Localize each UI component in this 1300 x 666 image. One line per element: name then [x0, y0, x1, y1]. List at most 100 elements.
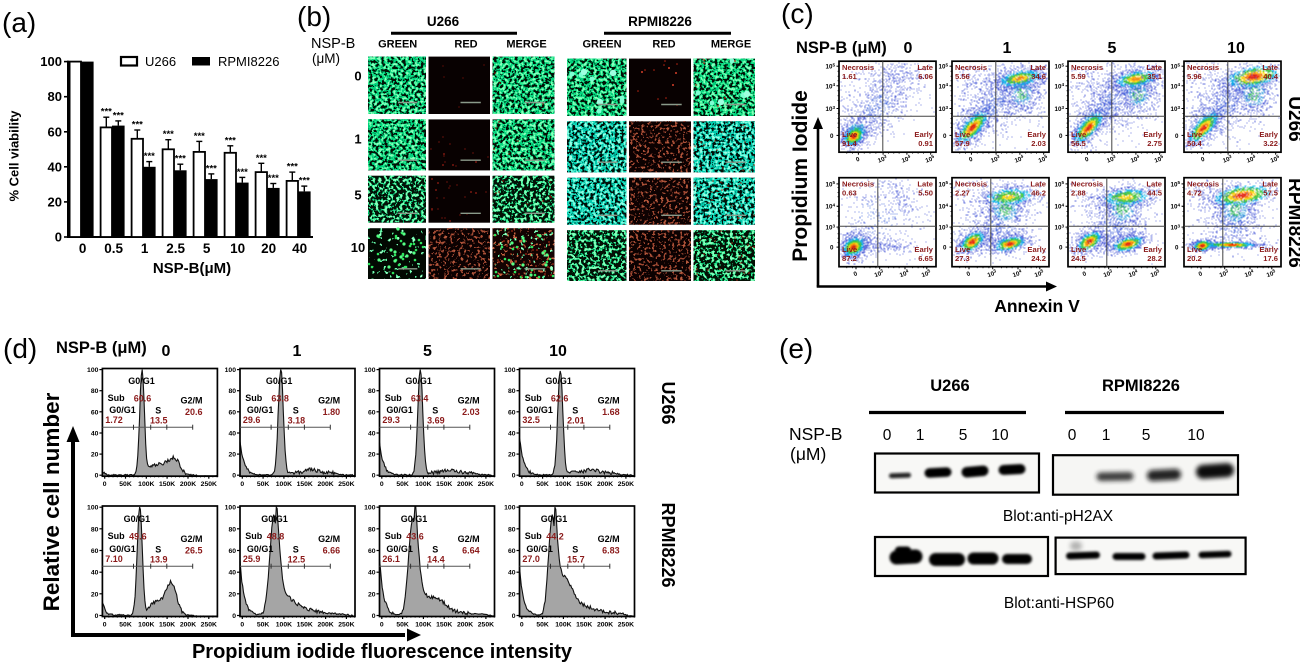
svg-text:Late: Late [1262, 63, 1278, 72]
svg-text:103: 103 [826, 223, 836, 231]
svg-text:3.69: 3.69 [427, 415, 445, 425]
svg-text:4.72: 4.72 [1187, 189, 1202, 198]
svg-text:Early: Early [1259, 130, 1278, 139]
svg-text:57.5: 57.5 [1263, 189, 1279, 198]
svg-text:G0/G1: G0/G1 [405, 376, 432, 386]
svg-text:RED: RED [652, 39, 675, 51]
svg-text:S: S [572, 406, 578, 416]
svg-text:0: 0 [1084, 156, 1090, 164]
svg-text:17.6: 17.6 [1263, 254, 1278, 263]
svg-text:105: 105 [924, 154, 936, 165]
svg-text:200K: 200K [457, 481, 473, 488]
svg-text:Relative cell number: Relative cell number [39, 392, 64, 611]
svg-text:80: 80 [91, 388, 99, 395]
svg-text:50K: 50K [536, 481, 549, 488]
svg-text:60.6: 60.6 [134, 393, 152, 403]
svg-text:G2/M: G2/M [458, 396, 480, 406]
svg-text:G0/G1: G0/G1 [386, 544, 413, 554]
svg-text:105: 105 [1055, 63, 1065, 71]
svg-text:27.0: 27.0 [522, 554, 540, 564]
svg-text:103: 103 [1055, 105, 1065, 113]
svg-text:60: 60 [91, 548, 99, 555]
svg-text:5: 5 [959, 427, 968, 444]
svg-text:6.83: 6.83 [602, 546, 620, 556]
svg-text:Sub: Sub [245, 393, 263, 403]
svg-text:44.5: 44.5 [1147, 189, 1163, 198]
svg-text:250K: 250K [338, 622, 354, 629]
svg-text:5.50: 5.50 [918, 189, 933, 198]
svg-text:103: 103 [986, 268, 998, 279]
svg-text:1.68: 1.68 [602, 407, 620, 417]
svg-text:103: 103 [1055, 223, 1065, 231]
svg-text:50K: 50K [119, 481, 132, 488]
svg-text:40: 40 [368, 431, 376, 438]
svg-text:0: 0 [354, 69, 361, 84]
svg-text:RPMI8226: RPMI8226 [1102, 377, 1180, 395]
svg-text:5: 5 [423, 343, 432, 360]
svg-text:G0/G1: G0/G1 [386, 405, 413, 415]
svg-text:104: 104 [826, 203, 836, 211]
svg-text:% Cell viability: % Cell viability [7, 110, 22, 202]
svg-text:G0/G1: G0/G1 [266, 376, 293, 386]
svg-text:104: 104 [1127, 268, 1139, 279]
svg-text:105: 105 [1269, 154, 1281, 165]
svg-text:(e): (e) [779, 333, 813, 364]
svg-text:13.9: 13.9 [150, 554, 168, 564]
svg-text:103: 103 [877, 154, 889, 165]
svg-text:62.6: 62.6 [551, 393, 569, 403]
svg-text:43.6: 43.6 [406, 532, 424, 542]
svg-text:5: 5 [203, 241, 211, 256]
svg-text:1: 1 [1003, 40, 1012, 57]
svg-text:104: 104 [1171, 82, 1181, 90]
svg-text:40: 40 [91, 570, 99, 577]
svg-text:***: *** [206, 163, 217, 174]
svg-text:***: *** [113, 110, 124, 121]
svg-text:100K: 100K [555, 622, 571, 629]
svg-text:0: 0 [162, 343, 171, 360]
svg-text:G2/M: G2/M [598, 534, 620, 544]
svg-text:87.2: 87.2 [842, 254, 857, 263]
svg-text:100: 100 [504, 367, 516, 374]
svg-text:Necrosis: Necrosis [842, 180, 874, 189]
svg-text:105: 105 [1171, 180, 1181, 188]
svg-text:0: 0 [904, 40, 913, 57]
svg-text:104: 104 [826, 82, 836, 90]
svg-text:250K: 250K [201, 622, 217, 629]
svg-text:20: 20 [368, 591, 376, 598]
svg-text:100K: 100K [138, 481, 154, 488]
svg-text:250K: 250K [478, 481, 494, 488]
svg-text:26.1: 26.1 [382, 554, 400, 564]
svg-text:103: 103 [939, 223, 949, 231]
svg-text:40: 40 [292, 241, 307, 256]
svg-text:Late: Late [917, 180, 933, 189]
svg-text:100: 100 [225, 367, 237, 374]
svg-text:50K: 50K [119, 622, 132, 629]
svg-text:6.65: 6.65 [918, 254, 934, 263]
svg-text:Necrosis: Necrosis [955, 180, 987, 189]
svg-text:103: 103 [873, 268, 885, 279]
svg-text:105: 105 [939, 63, 949, 71]
svg-text:***: *** [225, 135, 236, 146]
svg-text:0: 0 [1082, 270, 1088, 278]
svg-text:(a): (a) [2, 7, 36, 38]
svg-text:Blot:anti-HSP60: Blot:anti-HSP60 [1004, 595, 1115, 612]
svg-text:2.5: 2.5 [166, 241, 185, 256]
svg-text:0: 0 [1175, 133, 1179, 140]
svg-text:27.3: 27.3 [955, 254, 970, 263]
svg-text:0: 0 [943, 245, 947, 252]
svg-text:5.96: 5.96 [1187, 72, 1202, 81]
svg-text:40: 40 [228, 570, 236, 577]
svg-text:5: 5 [1142, 427, 1151, 444]
svg-text:25.9: 25.9 [243, 554, 261, 564]
svg-text:Early: Early [1027, 245, 1046, 254]
svg-text:G0/G1: G0/G1 [545, 376, 572, 386]
svg-text:Late: Late [1146, 180, 1162, 189]
svg-text:U266: U266 [930, 377, 969, 395]
svg-text:***: *** [237, 167, 248, 178]
svg-text:Live: Live [1187, 130, 1202, 139]
svg-text:0: 0 [1068, 427, 1077, 444]
svg-text:(μM): (μM) [790, 444, 826, 464]
svg-text:G2/M: G2/M [598, 396, 620, 406]
svg-text:40.4: 40.4 [1263, 72, 1279, 81]
svg-text:7.10: 7.10 [105, 554, 123, 564]
